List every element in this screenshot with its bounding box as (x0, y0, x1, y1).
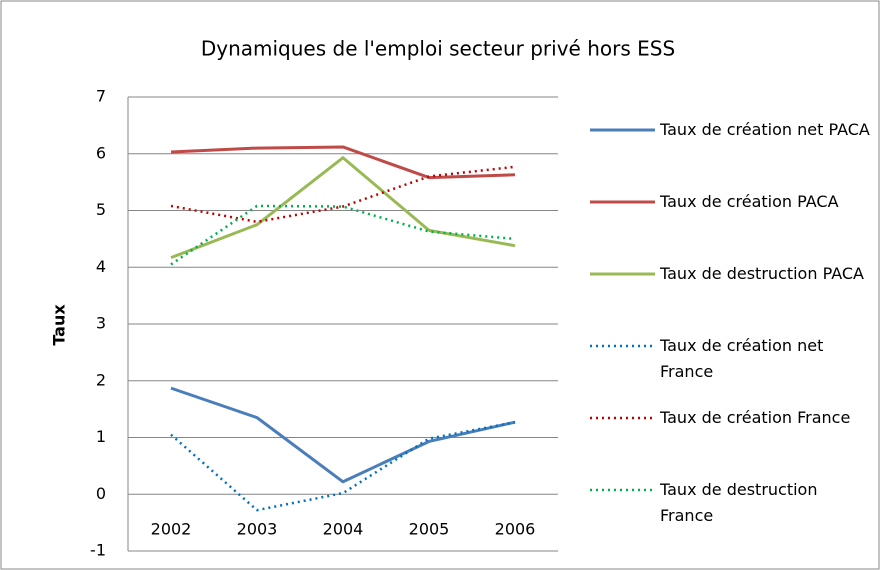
x-tick-label: 2005 (409, 520, 450, 539)
chart-title: Dynamiques de l'emploi secteur privé hor… (201, 37, 675, 61)
y-tick-label: 2 (96, 370, 106, 389)
legend-label: Taux de création net PACA (660, 120, 870, 139)
series-line (170, 145, 516, 180)
y-tick-label: 4 (96, 257, 106, 276)
y-axis-label: Taux (50, 304, 69, 346)
legend-label: Taux de création PACA (660, 192, 839, 211)
legend-label: Taux de destruction France (660, 480, 818, 525)
x-tick-label: 2004 (323, 520, 364, 539)
legend-label: Taux de création net France (660, 336, 824, 381)
x-tick-label: 2003 (237, 520, 278, 539)
y-tick-label: 0 (96, 484, 106, 503)
x-tick-label: 2002 (151, 520, 192, 539)
series-line (170, 156, 516, 260)
x-tick-label: 2006 (495, 520, 536, 539)
series-line (170, 165, 516, 224)
y-tick-label: 7 (96, 87, 106, 106)
y-tick-label: 3 (96, 314, 106, 333)
y-tick-label: 5 (96, 200, 106, 219)
legend-label: Taux de destruction PACA (660, 264, 864, 283)
legend-label: Taux de création France (660, 408, 851, 427)
y-tick-label: 1 (96, 427, 106, 446)
y-tick-label: 6 (96, 143, 106, 162)
series-line (170, 386, 516, 484)
y-tick-label: -1 (90, 541, 106, 560)
